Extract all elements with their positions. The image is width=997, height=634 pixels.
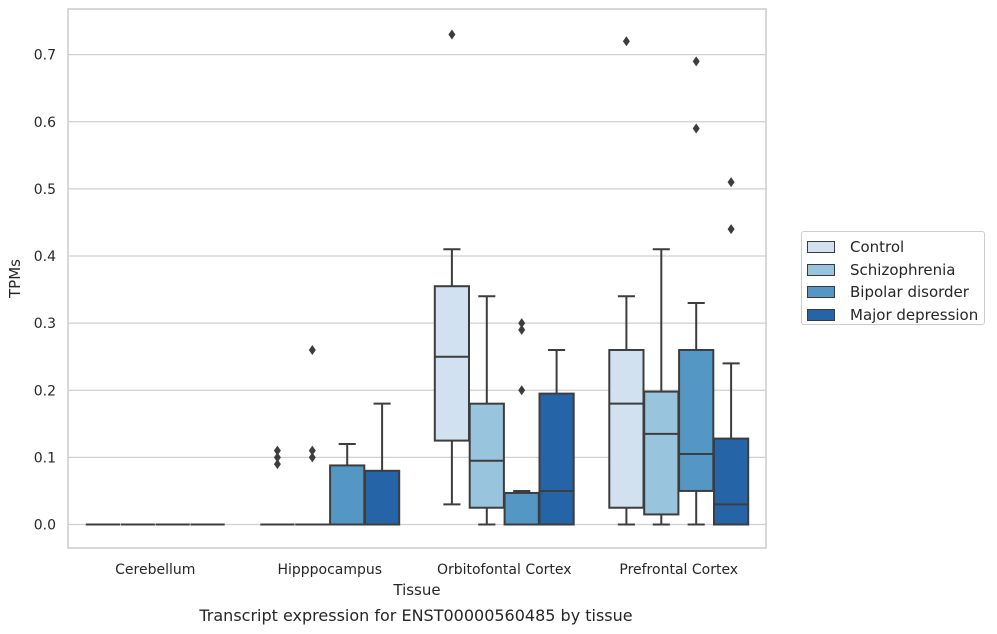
legend-label-bipolar-disorder: Bipolar disorder <box>850 283 969 302</box>
box <box>329 464 366 526</box>
box-group <box>260 445 295 526</box>
outlier-point <box>308 452 316 463</box>
box <box>433 285 471 442</box>
legend-swatch-major-depression <box>807 308 835 321</box>
outlier-point <box>518 318 526 329</box>
x-tick-labels: Cerebellum Hipppocampus Orbitofontal Corte… <box>115 562 738 578</box>
outlier-point <box>692 123 700 134</box>
y-tick-label: 0.2 <box>34 383 56 399</box>
box-group <box>643 248 680 526</box>
box-group <box>712 177 750 526</box>
legend-label-schizophrenia: Schizophrenia <box>850 260 956 279</box>
box-group <box>678 56 715 526</box>
outlier-point <box>518 324 526 335</box>
box-group <box>295 344 330 526</box>
outlier-point <box>622 36 630 47</box>
outlier-point <box>273 452 281 463</box>
legend-swatch-control <box>807 241 835 254</box>
outlier-point <box>518 385 526 396</box>
y-tick-labels: 0.0 0.1 0.2 0.3 0.4 0.5 0.6 0.7 <box>34 48 56 534</box>
box-group <box>538 348 575 526</box>
y-tick-label: 0.0 <box>34 518 56 534</box>
legend-item-bipolar-disorder: Bipolar disorder <box>807 281 984 304</box>
box-group <box>503 318 540 526</box>
y-axis-label: TPMs <box>6 259 24 299</box>
box-group <box>433 29 471 506</box>
legend-swatch-bipolar-disorder <box>807 286 835 299</box>
box <box>678 348 715 492</box>
outlier-point <box>727 224 735 235</box>
box-group <box>608 36 645 526</box>
box <box>468 402 505 509</box>
legend-label-major-depression: Major depression <box>850 305 979 324</box>
legend-item-schizophrenia: Schizophrenia <box>807 259 984 282</box>
box-group <box>363 402 401 526</box>
outlier-point <box>308 344 316 355</box>
gridlines <box>68 54 766 526</box>
box-series <box>85 29 750 526</box>
figure-caption: Transcript expression for ENST0000056048… <box>199 606 633 625</box>
box-group <box>468 295 505 526</box>
box <box>503 491 540 526</box>
legend: Control Schizophrenia Bipolar disorder M… <box>801 231 985 325</box>
box <box>712 437 750 526</box>
outlier-point <box>273 459 281 470</box>
box <box>643 390 680 516</box>
box <box>363 469 401 526</box>
x-tick-label: Cerebellum <box>115 562 195 578</box>
box-group <box>329 442 366 526</box>
plot-frame <box>67 8 767 549</box>
y-tick-label: 0.3 <box>34 316 56 332</box>
legend-item-control: Control <box>807 236 984 259</box>
x-axis-label: Tissue <box>392 581 440 599</box>
outlier-point <box>727 177 735 188</box>
y-tick-label: 0.1 <box>34 450 56 466</box>
x-tick-label: Orbitofontal Cortex <box>437 562 572 578</box>
y-tick-label: 0.6 <box>34 115 56 131</box>
legend-swatch-schizophrenia <box>807 263 835 276</box>
y-tick-label: 0.4 <box>34 249 56 265</box>
y-tick-label: 0.7 <box>34 48 56 64</box>
outlier-point <box>692 56 700 67</box>
outlier-point <box>308 445 316 456</box>
outlier-point <box>448 29 456 40</box>
y-tick-label: 0.5 <box>34 182 56 198</box>
legend-label-control: Control <box>850 238 905 257</box>
x-tick-label: Hipppocampus <box>277 562 382 578</box>
legend-item-major-depression: Major depression <box>807 304 984 327</box>
outlier-point <box>273 445 281 456</box>
box <box>608 348 645 509</box>
x-tick-label: Prefrontal Cortex <box>619 562 738 578</box>
box <box>538 392 575 526</box>
